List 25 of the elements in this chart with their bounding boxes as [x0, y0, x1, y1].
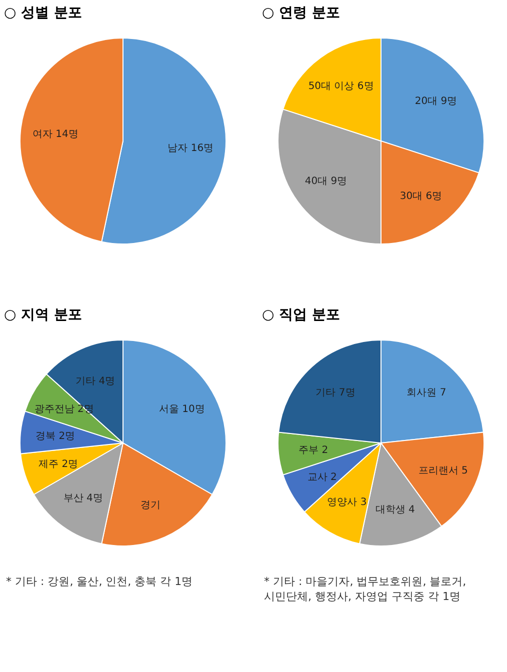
chart-title: ○ 직업 분포	[262, 307, 340, 323]
slice-label: 20대 9명	[414, 96, 458, 108]
chart-title: ○ 연령 분포	[262, 5, 340, 21]
text: * 기타 : 마을기자, 법무보호위원, 블로거, 시민단체, 행정사, 자영업 구직중 각 1명	[264, 575, 466, 603]
slice-label: 대학생 4	[375, 504, 415, 516]
slice-label: 기타 7명	[316, 387, 356, 398]
slice-label: 서울 10명	[158, 404, 205, 416]
slice-label: 경기	[140, 500, 161, 512]
slice-label: 교사 2	[307, 472, 337, 483]
slice-label: 40대 9명	[304, 176, 348, 187]
slice-label: 주부 2	[298, 445, 328, 456]
slice-label: 남자 16명	[168, 143, 214, 154]
slice-label: 50대 이상 6명	[308, 81, 374, 92]
chart-title: ○ 지역 분포	[4, 307, 82, 323]
slice-label: 30대 6명	[400, 190, 442, 202]
slice-label: 제주 2명	[38, 459, 78, 470]
slice-label: 여자 14명	[32, 128, 78, 140]
slice-label: 회사원 7	[406, 387, 446, 398]
slice-label: 프리랜서 5	[418, 466, 468, 477]
slice-label: 경북 2명	[36, 430, 76, 442]
text: * 기타 : 강원, 울산, 인천, 충북 각 1명	[6, 575, 193, 588]
chart-title: ○ 성별 분포	[4, 5, 82, 21]
slice-label: 부산 4명	[63, 492, 103, 504]
slice-label: 영양사 3	[327, 496, 367, 508]
slice-label: 기타 4명	[76, 376, 116, 387]
